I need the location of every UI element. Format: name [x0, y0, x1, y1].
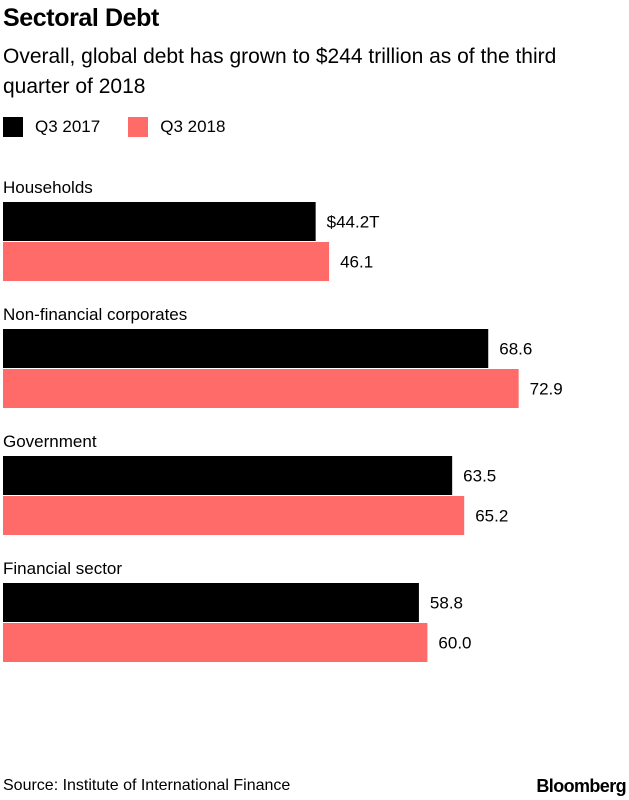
legend-item-q3-2018: Q3 2018: [128, 117, 225, 137]
bar-government-q3-2017: [3, 456, 453, 495]
data-label-households-q3-2018: 46.1: [340, 253, 373, 272]
legend-label-q3-2018: Q3 2018: [160, 117, 226, 136]
data-label-households-q3-2017: $44.2T: [327, 213, 380, 232]
category-label-non-financial-corporates: Non-financial corporates: [3, 305, 187, 324]
legend: Q3 2017 Q3 2018: [3, 116, 253, 138]
bar-financial-sector-q3-2018: [3, 623, 428, 662]
data-label-non-financial-corporates-q3-2018: 72.9: [530, 380, 563, 399]
data-label-financial-sector-q3-2018: 60.0: [438, 634, 471, 653]
bloomberg-logo: Bloomberg: [536, 776, 626, 796]
data-label-financial-sector-q3-2017: 58.8: [430, 594, 463, 613]
legend-swatch-q3-2017: [3, 117, 23, 137]
bar-financial-sector-q3-2017: [3, 583, 419, 622]
category-label-financial-sector: Financial sector: [3, 559, 122, 578]
source-note: Source: Institute of International Finan…: [3, 777, 291, 794]
bar-government-q3-2018: [3, 496, 465, 535]
chart-subtitle: Overall, global debt has grown to $244 t…: [3, 45, 557, 98]
bar-non-financial-corporates-q3-2018: [3, 369, 519, 408]
bar-households-q3-2017: [3, 202, 316, 241]
data-label-government-q3-2018: 65.2: [475, 507, 508, 526]
legend-item-q3-2017: Q3 2017: [3, 117, 100, 137]
legend-swatch-q3-2018: [128, 117, 149, 137]
category-label-government: Government: [3, 432, 97, 451]
data-label-non-financial-corporates-q3-2017: 68.6: [499, 340, 532, 359]
chart-title: Sectoral Debt: [3, 4, 159, 32]
bar-chart: Households $44.2T 46.1 Non-financial corpor…: [3, 178, 563, 662]
legend-label-q3-2017: Q3 2017: [35, 117, 101, 136]
bar-households-q3-2018: [3, 242, 330, 281]
bar-non-financial-corporates-q3-2017: [3, 329, 489, 368]
category-label-households: Households: [3, 178, 93, 197]
data-label-government-q3-2017: 63.5: [463, 467, 496, 486]
